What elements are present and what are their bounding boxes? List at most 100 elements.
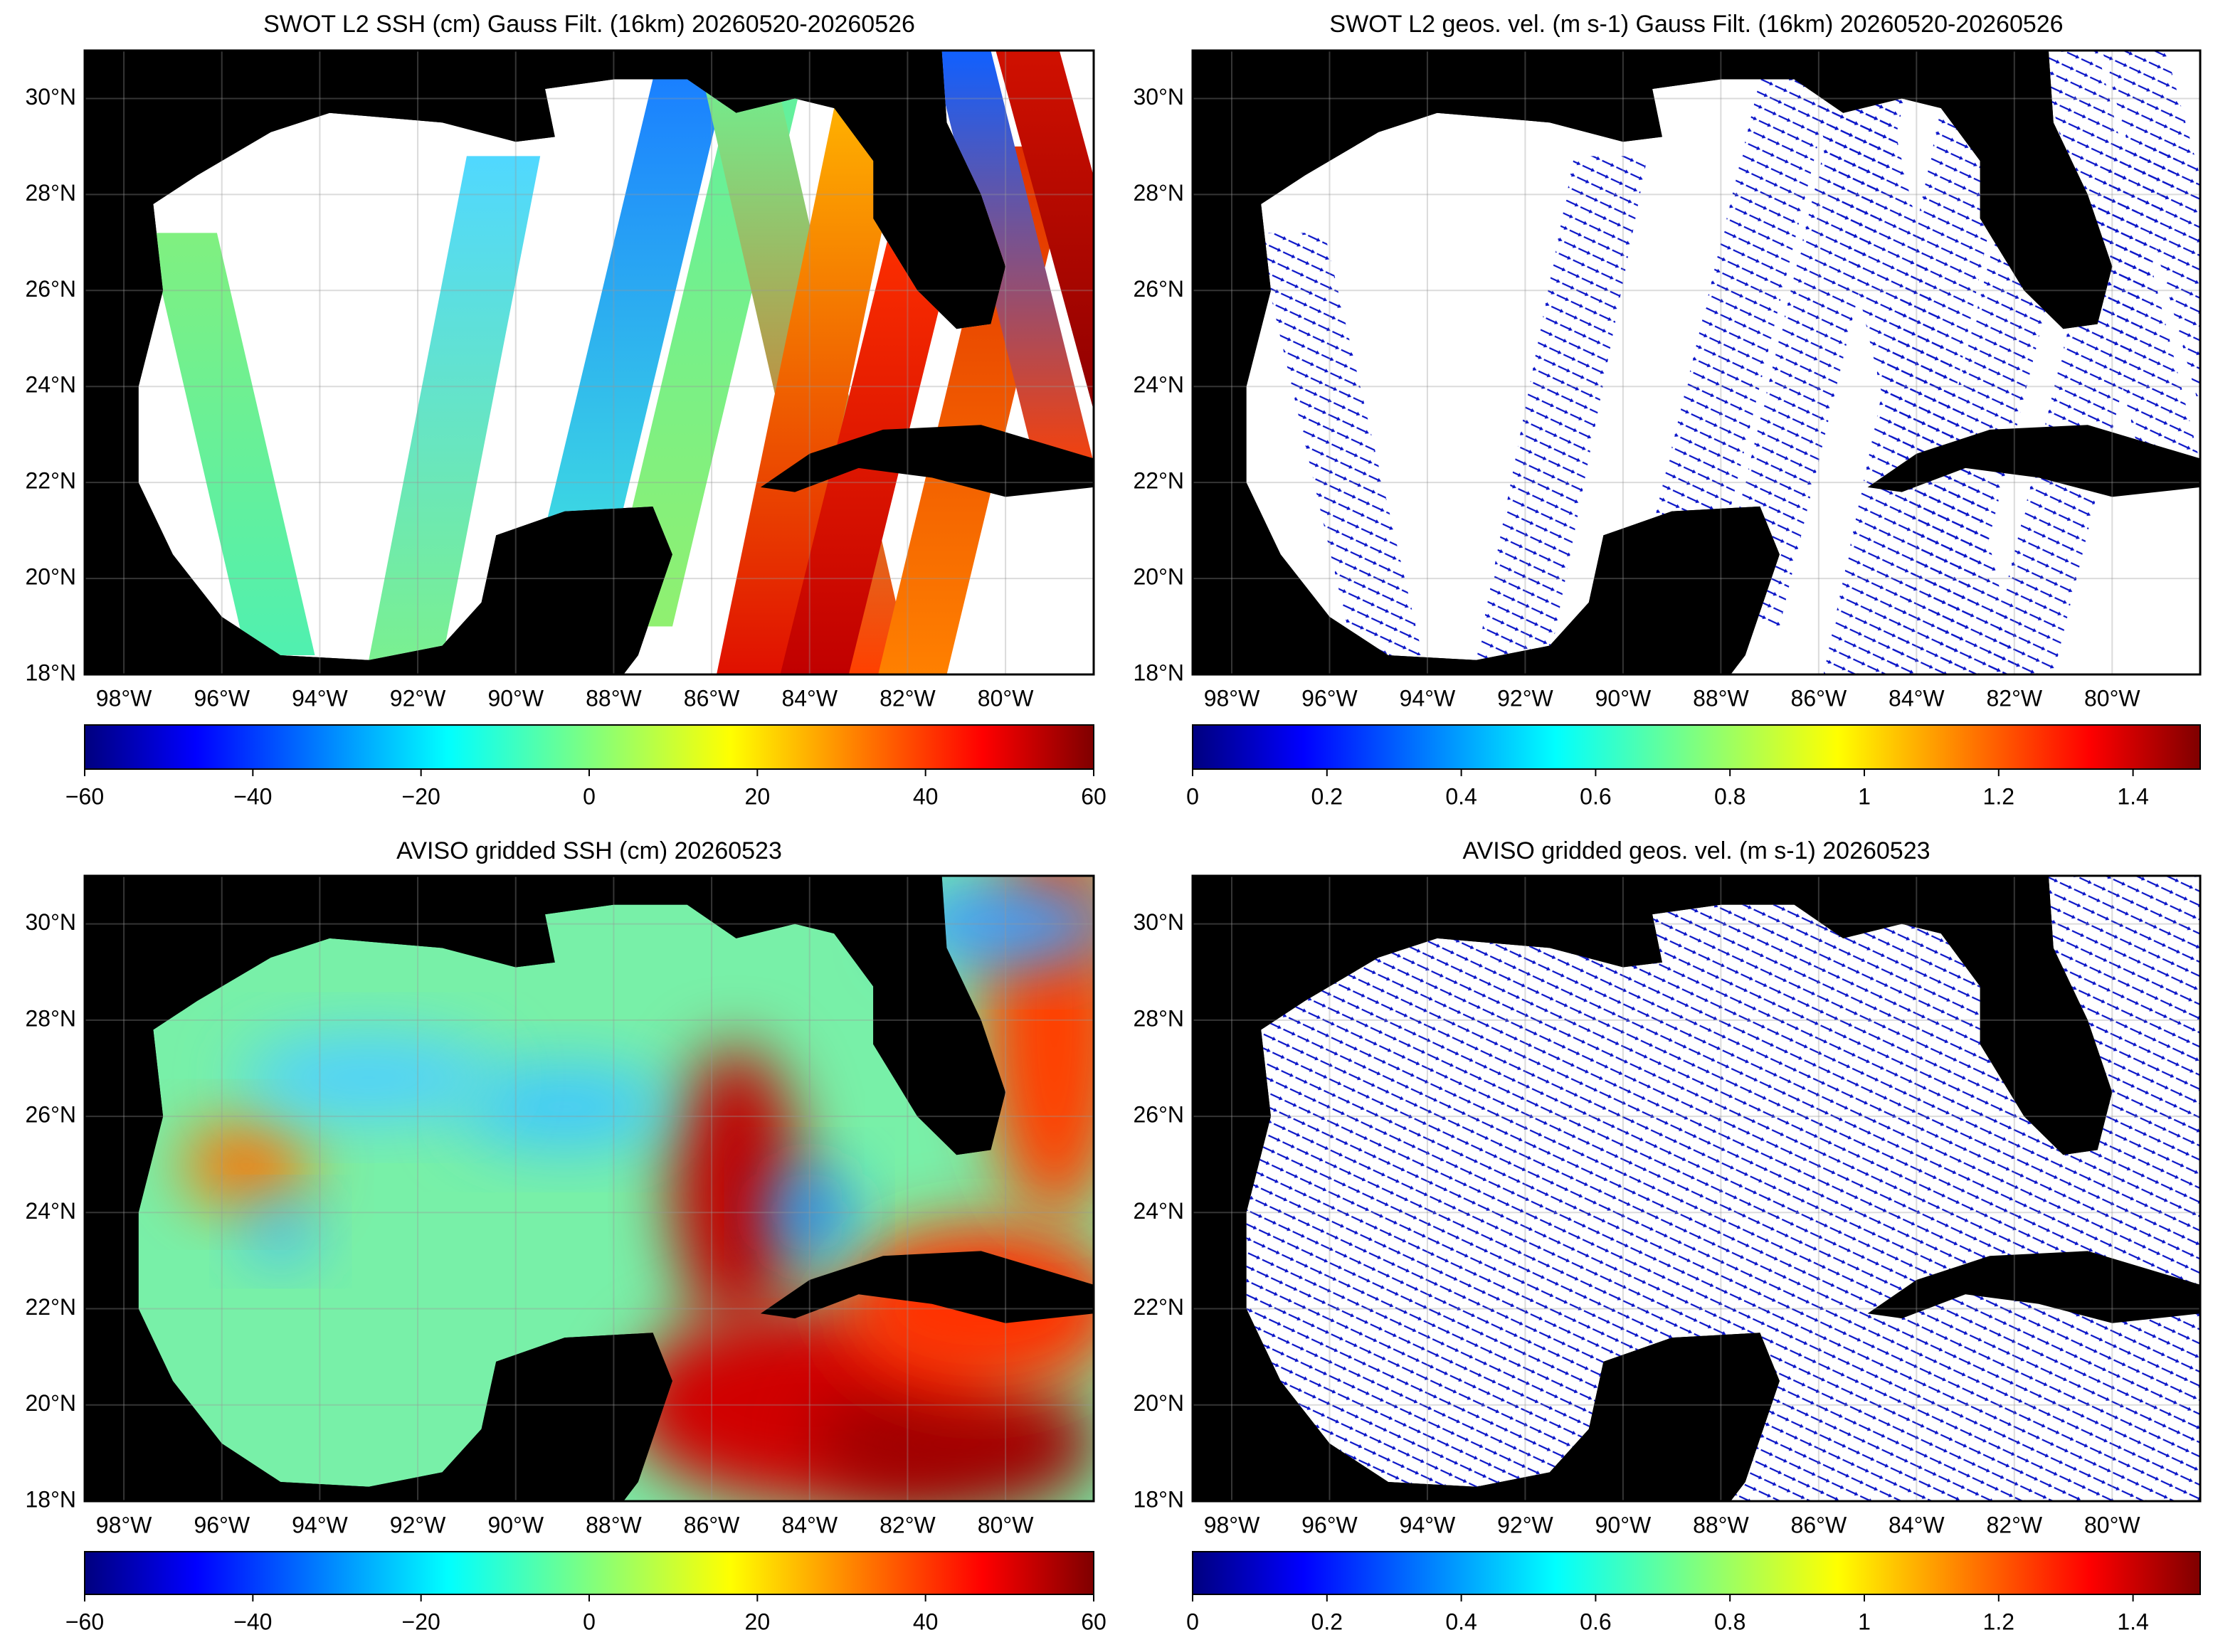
lat-tick-label: 22°N: [26, 1294, 77, 1320]
ocean: [1246, 51, 2200, 674]
lon-tick-label: 88°W: [1693, 685, 1749, 711]
swath: [717, 108, 908, 674]
lon-tick-label: 86°W: [1791, 685, 1847, 711]
colorbar-tick-label: −20: [402, 1609, 440, 1634]
colorbar-tick-label: 1.4: [2117, 783, 2148, 809]
colorbar-tick-label: 20: [745, 1609, 771, 1634]
lon-tick-label: 80°W: [978, 685, 1034, 711]
lon-tick-label: 98°W: [1204, 1512, 1260, 1537]
lon-tick-label: 92°W: [1497, 1512, 1553, 1537]
lon-tick-label: 94°W: [1400, 685, 1456, 711]
lon-tick-label: 96°W: [1301, 685, 1358, 711]
swath: [535, 79, 727, 569]
lon-tick-label: 82°W: [880, 1512, 936, 1537]
lon-tick-label: 80°W: [2084, 685, 2140, 711]
lat-tick-label: 22°N: [26, 468, 77, 494]
lat-tick-label: 28°N: [1134, 180, 1185, 206]
cuba: [760, 425, 1094, 497]
map-panel: AVISO gridded SSH (cm) 20260523 18°N 20°N 2…: [26, 837, 1106, 1634]
map-frame: [83, 874, 1095, 1503]
swath: [369, 156, 541, 660]
colorbar-tick-label: 0.6: [1580, 783, 1611, 809]
colorbar-tick-label: 1: [1858, 783, 1871, 809]
lon-tick-label: 90°W: [1595, 1512, 1652, 1537]
lon-tick-label: 94°W: [1400, 1512, 1456, 1537]
lon-tick-label: 86°W: [1791, 1512, 1847, 1537]
lat-tick-label: 26°N: [1134, 1102, 1185, 1128]
lon-tick-label: 86°W: [684, 1512, 740, 1537]
lat-tick-label: 30°N: [1134, 909, 1185, 935]
panel-title: AVISO gridded geos. vel. (m s-1) 2026052…: [1462, 837, 1930, 864]
panel-title: AVISO gridded SSH (cm) 20260523: [396, 837, 782, 864]
lat-tick-label: 24°N: [26, 372, 77, 398]
ssh-anomaly: [245, 1203, 317, 1261]
ssh-anomaly: [241, 1034, 497, 1121]
lon-tick-label: 90°W: [487, 1512, 544, 1537]
colorbar-tick-label: 60: [1081, 1609, 1106, 1634]
ssh-anomaly: [814, 1372, 1094, 1501]
cuba: [1867, 1251, 2200, 1323]
map-panel: AVISO gridded geos. vel. (m s-1) 2026052…: [1134, 837, 2202, 1634]
ssh-anomaly: [182, 1121, 311, 1207]
colorbar-tick-label: 1.4: [2117, 1609, 2148, 1634]
lon-tick-label: 84°W: [781, 685, 838, 711]
lon-tick-label: 80°W: [2084, 1512, 2140, 1537]
ssh-anomaly: [672, 1046, 801, 1331]
map-panel: SWOT L2 SSH (cm) Gauss Filt. (16km) 2026…: [26, 11, 1106, 809]
lat-tick-label: 22°N: [1134, 1294, 1185, 1320]
swath: [148, 233, 315, 655]
colorbar-tick-label: 0: [583, 1609, 596, 1634]
lat-tick-label: 18°N: [26, 660, 77, 685]
colorbar-tick-label: −20: [402, 783, 440, 809]
lon-tick-label: 96°W: [194, 1512, 250, 1537]
lon-tick-label: 90°W: [487, 685, 544, 711]
lon-tick-label: 96°W: [1301, 1512, 1358, 1537]
ocean: [1246, 876, 2200, 1501]
swath: [931, 51, 1094, 483]
colorbar-tick-label: 40: [913, 1609, 939, 1634]
map-frame: [83, 49, 1095, 676]
colorbar-tick-label: −40: [233, 1609, 272, 1634]
lon-tick-label: 94°W: [292, 685, 348, 711]
lat-tick-label: 30°N: [26, 909, 77, 935]
colorbar-tick-label: 0.4: [1445, 1609, 1477, 1634]
cuba: [1867, 425, 2200, 497]
colorbar-tick-label: 0.6: [1580, 1609, 1611, 1634]
lon-tick-label: 84°W: [781, 1512, 838, 1537]
lat-tick-label: 24°N: [1134, 372, 1185, 398]
lon-tick-label: 88°W: [586, 685, 642, 711]
swath: [1823, 108, 2014, 674]
lat-tick-label: 20°N: [26, 1390, 77, 1416]
lat-tick-label: 24°N: [26, 1198, 77, 1224]
lat-tick-label: 28°N: [1134, 1005, 1185, 1031]
lat-tick-label: 20°N: [1134, 1390, 1185, 1416]
ocean: [138, 51, 1094, 674]
colorbar: [1192, 1551, 2201, 1595]
ssh-anomaly: [766, 1170, 852, 1256]
ssh-anomaly: [458, 1064, 672, 1150]
lon-tick-label: 84°W: [1889, 685, 1945, 711]
lon-tick-label: 86°W: [684, 685, 740, 711]
colorbar: [84, 1551, 1094, 1595]
swath: [1256, 233, 1423, 655]
lon-tick-label: 98°W: [96, 685, 152, 711]
colorbar-tick-label: 0.8: [1714, 1609, 1745, 1634]
map-frame: [1191, 49, 2202, 676]
lat-tick-label: 22°N: [1134, 468, 1185, 494]
colorbar-tick-label: −60: [65, 1609, 104, 1634]
swath: [1476, 156, 1648, 660]
ssh-anomaly: [899, 881, 1094, 967]
velocity-field: [1246, 876, 2200, 1501]
cuba: [760, 1251, 1094, 1323]
colorbar: [1192, 724, 2201, 770]
colorbar-tick-label: 0: [1186, 783, 1199, 809]
colorbar-tick-label: 0.8: [1714, 783, 1745, 809]
lon-tick-label: 82°W: [880, 685, 936, 711]
lon-tick-label: 92°W: [390, 1512, 446, 1537]
lon-tick-label: 92°W: [390, 685, 446, 711]
lat-tick-label: 26°N: [1134, 276, 1185, 302]
swath: [995, 51, 1094, 411]
swath: [1642, 79, 1834, 569]
